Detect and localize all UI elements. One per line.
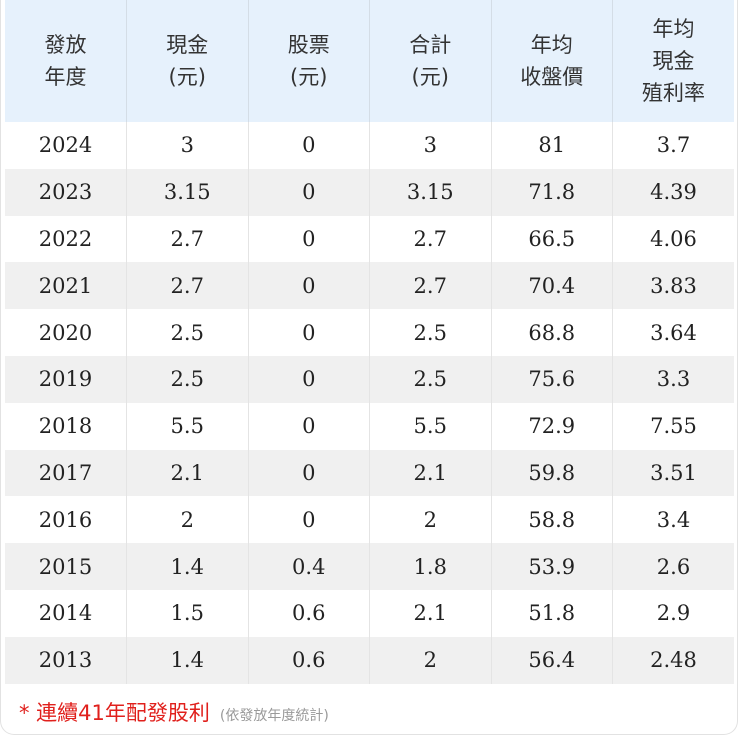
cell-stock: 0: [247, 355, 370, 403]
cell-avg-yield: 7.55: [612, 402, 734, 450]
cell-cash: 2.7: [126, 262, 248, 310]
cell-year: 2024: [5, 122, 127, 169]
cell-year: 2020: [5, 309, 127, 356]
cell-avg-yield: 3.64: [612, 309, 734, 356]
cell-total: 2: [369, 496, 491, 544]
cell-avg-yield: 2.48: [612, 636, 734, 684]
cell-stock: 0.6: [247, 636, 370, 684]
cell-avg-close: 53.9: [490, 543, 613, 590]
cell-avg-yield: 3.3: [612, 355, 734, 403]
cell-year: 2014: [5, 589, 127, 637]
cell-cash: 1.5: [126, 589, 248, 637]
table-row: 2023 3.15 0 3.15 71.8 4.39: [5, 168, 734, 216]
cell-avg-close: 59.8: [490, 449, 613, 497]
cell-stock: 0: [247, 309, 370, 356]
cell-stock: 0: [247, 496, 370, 544]
cell-avg-close: 56.4: [490, 636, 613, 684]
cell-total: 1.8: [369, 543, 491, 590]
cell-total: 3: [369, 122, 491, 169]
cell-avg-yield: 3.7: [612, 122, 734, 169]
cell-avg-close: 81: [490, 122, 613, 169]
table-row: 2024 3 0 3 81 3.7: [5, 122, 734, 169]
cell-avg-yield: 4.39: [612, 168, 734, 216]
statistics-basis-note: (依發放年度統計): [219, 708, 329, 724]
header-year: 發放 年度: [5, 0, 127, 122]
cell-avg-yield: 4.06: [612, 215, 734, 263]
cell-total: 2.5: [369, 355, 491, 403]
cell-avg-close: 58.8: [490, 496, 613, 544]
cell-stock: 0: [247, 402, 370, 450]
cell-stock: 0.4: [247, 543, 370, 590]
cell-year: 2013: [5, 636, 127, 684]
cell-avg-close: 70.4: [490, 262, 613, 310]
cell-avg-close: 72.9: [490, 402, 613, 450]
table-row: 2016 2 0 2 58.8 3.4: [5, 496, 734, 544]
cell-total: 2.1: [369, 589, 491, 637]
cell-stock: 0: [247, 215, 370, 263]
cell-stock: 0.6: [247, 589, 370, 637]
cell-total: 2.7: [369, 262, 491, 310]
dividend-table: 發放 年度 現金 (元) 股票 (元) 合計 (元) 年均 收盤價: [5, 0, 734, 684]
table-row: 2018 5.5 0 5.5 72.9 7.55: [5, 402, 734, 450]
cell-year: 2021: [5, 262, 127, 310]
cell-avg-yield: 3.4: [612, 496, 734, 544]
cell-avg-yield: 3.51: [612, 449, 734, 497]
cell-cash: 2.7: [126, 215, 248, 263]
cell-year: 2016: [5, 496, 127, 544]
table-row: 2019 2.5 0 2.5 75.6 3.3: [5, 355, 734, 403]
table-row: 2021 2.7 0 2.7 70.4 3.83: [5, 262, 734, 310]
cell-year: 2018: [5, 402, 127, 450]
header-avg-yield: 年均 現金 殖利率: [612, 0, 734, 122]
cell-stock: 0: [247, 122, 370, 169]
cell-avg-yield: 3.83: [612, 262, 734, 310]
cell-cash: 1.4: [126, 543, 248, 590]
cell-avg-close: 75.6: [490, 355, 613, 403]
header-avg-close: 年均 收盤價: [490, 0, 613, 122]
table-row: 2017 2.1 0 2.1 59.8 3.51: [5, 449, 734, 497]
cell-stock: 0: [247, 449, 370, 497]
cell-cash: 5.5: [126, 402, 248, 450]
table-row: 2014 1.5 0.6 2.1 51.8 2.9: [5, 589, 734, 637]
cell-avg-close: 68.8: [490, 309, 613, 356]
cell-year: 2015: [5, 543, 127, 590]
cell-cash: 2.5: [126, 355, 248, 403]
footer-note: * 連續41年配發股利 (依發放年度統計): [19, 697, 329, 727]
cell-cash: 2: [126, 496, 248, 544]
cell-avg-yield: 2.9: [612, 589, 734, 637]
table-row: 2020 2.5 0 2.5 68.8 3.64: [5, 309, 734, 356]
cell-total: 3.15: [369, 168, 491, 216]
table-header-row: 發放 年度 現金 (元) 股票 (元) 合計 (元) 年均 收盤價: [5, 0, 734, 122]
header-total: 合計 (元): [369, 0, 491, 122]
cell-cash: 2.5: [126, 309, 248, 356]
cell-stock: 0: [247, 168, 370, 216]
cell-total: 2: [369, 636, 491, 684]
cell-cash: 1.4: [126, 636, 248, 684]
table-row: 2013 1.4 0.6 2 56.4 2.48: [5, 636, 734, 684]
cell-year: 2022: [5, 215, 127, 263]
cell-cash: 2.1: [126, 449, 248, 497]
cell-avg-yield: 2.6: [612, 543, 734, 590]
cell-year: 2019: [5, 355, 127, 403]
header-stock: 股票 (元): [247, 0, 370, 122]
cell-year: 2017: [5, 449, 127, 497]
cell-total: 5.5: [369, 402, 491, 450]
consecutive-dividend-label: * 連續41年配發股利: [19, 701, 210, 725]
table-row: 2015 1.4 0.4 1.8 53.9 2.6: [5, 543, 734, 590]
table-row: 2022 2.7 0 2.7 66.5 4.06: [5, 215, 734, 263]
cell-year: 2023: [5, 168, 127, 216]
cell-total: 2.7: [369, 215, 491, 263]
cell-total: 2.1: [369, 449, 491, 497]
cell-cash: 3: [126, 122, 248, 169]
cell-avg-close: 71.8: [490, 168, 613, 216]
cell-avg-close: 51.8: [490, 589, 613, 637]
cell-stock: 0: [247, 262, 370, 310]
cell-avg-close: 66.5: [490, 215, 613, 263]
header-cash: 現金 (元): [126, 0, 248, 122]
cell-cash: 3.15: [126, 168, 248, 216]
cell-total: 2.5: [369, 309, 491, 356]
